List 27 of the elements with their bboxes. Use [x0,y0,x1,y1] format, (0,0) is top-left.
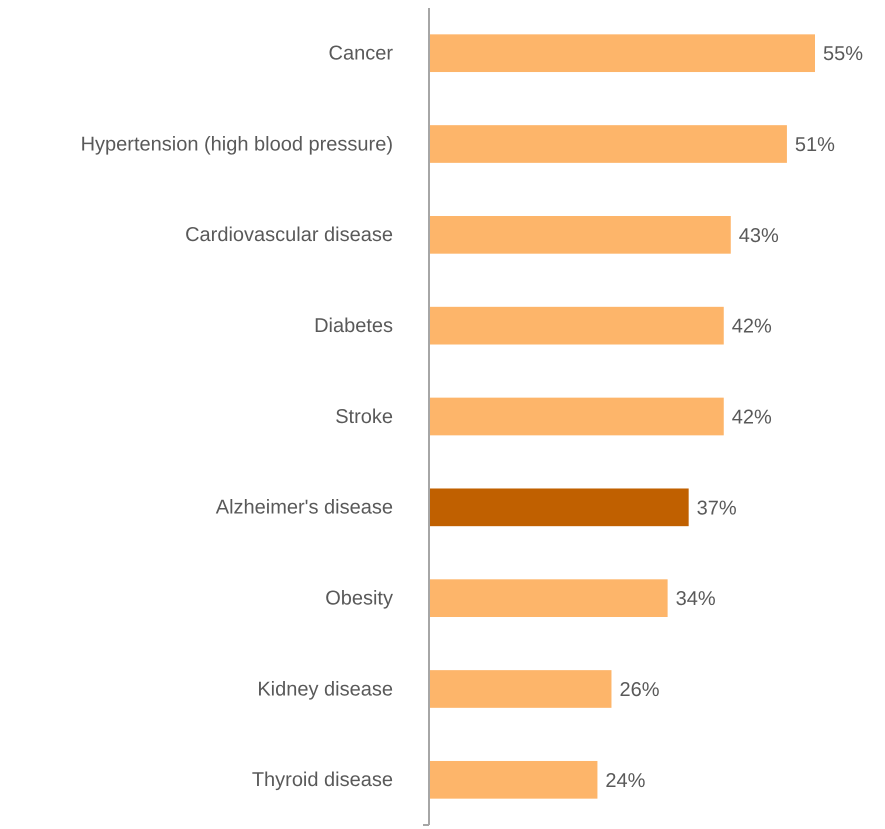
bar [429,306,724,345]
data-label: 42% [732,406,772,428]
data-label: 42% [732,316,772,338]
y-tick-label: Cancer [328,42,394,65]
bar [429,670,612,708]
data-label: 43% [738,224,780,247]
y-tick-label: Hypertension (high blood pressure) [80,133,393,156]
y-tick-label: Obesity [325,588,393,610]
data-label: 24% [605,770,646,792]
data-label: 26% [619,678,660,701]
bar [429,488,689,526]
y-tick-label: Diabetes [314,315,393,338]
data-label: 55% [823,43,864,66]
y-tick-label: Cardiovascular disease [185,224,393,246]
bar [429,125,787,163]
y-tick-label: Alzheimer's disease [216,496,393,519]
bar [429,34,815,72]
y-tick-label: Thyroid disease [252,769,393,792]
data-label: 34% [676,588,716,610]
bar [429,398,724,436]
bar [429,579,668,618]
data-label: 51% [794,134,836,156]
y-tick-label: Stroke [335,406,393,428]
bar [429,760,598,799]
data-label: 37% [696,497,737,520]
bar [429,216,731,254]
y-tick-label: Kidney disease [257,678,393,700]
